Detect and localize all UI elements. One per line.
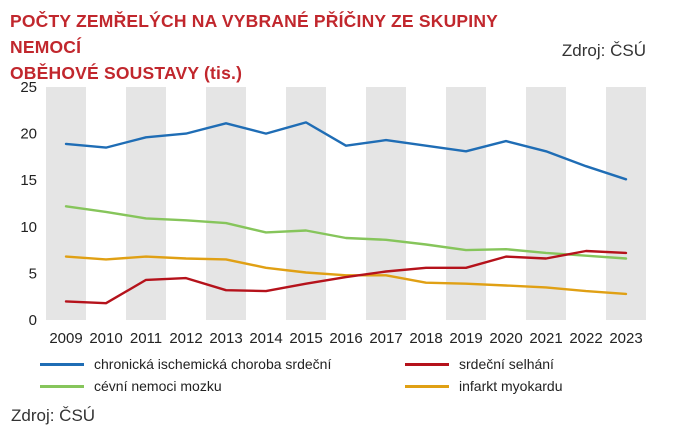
series-line-1 — [64, 249, 628, 305]
y-tick-0: 0 — [29, 312, 37, 329]
y-tick-5: 5 — [29, 265, 37, 282]
chart-title-line-2: OBĚHOVÉ SOUSTAVY (tis.) — [10, 63, 243, 83]
x-tick-2013: 2013 — [209, 330, 242, 347]
legend-item-myocardial-infarction: infarkt myokardu — [405, 376, 562, 396]
band-2017 — [366, 87, 406, 320]
legend-label-ischemic: chronická ischemická choroba srdeční — [94, 356, 332, 372]
series-line-2 — [64, 205, 628, 260]
x-tick-2023: 2023 — [609, 330, 642, 347]
x-tick-2015: 2015 — [289, 330, 322, 347]
background-bands — [46, 87, 646, 320]
series-line-0 — [64, 121, 628, 181]
legend-item-heart-failure: srdeční selhání — [405, 354, 554, 374]
x-tick-2011: 2011 — [130, 330, 162, 347]
legend-swatch-myocardial-infarction — [405, 384, 449, 388]
band-2023 — [606, 87, 646, 320]
chart-title-line-1: POČTY ZEMŘELÝCH NA VYBRANÉ PŘÍČINY ZE SK… — [10, 11, 498, 57]
x-tick-2020: 2020 — [489, 330, 522, 347]
x-tick-2019: 2019 — [449, 330, 482, 347]
band-2021 — [526, 87, 566, 320]
legend-label-myocardial-infarction: infarkt myokardu — [459, 378, 563, 394]
chart-title: POČTY ZEMŘELÝCH NA VYBRANÉ PŘÍČINY ZE SK… — [10, 8, 530, 86]
y-tick-10: 10 — [20, 219, 37, 236]
y-tick-25: 25 — [20, 79, 37, 96]
band-2019 — [446, 87, 486, 320]
band-2011 — [126, 87, 166, 320]
x-axis-ticks: 2009 2010 2011 2012 2013 2014 2015 2016 2017 2018… — [49, 330, 642, 347]
legend-label-heart-failure: srdeční selhání — [459, 356, 554, 372]
x-tick-2021: 2021 — [529, 330, 562, 347]
x-tick-2016: 2016 — [329, 330, 362, 347]
legend-swatch-cerebrovascular — [40, 384, 84, 388]
legend-label-cerebrovascular: cévní nemoci mozku — [94, 378, 222, 394]
legend-item-cerebrovascular: cévní nemoci mozku — [40, 376, 222, 396]
series-lines — [64, 121, 628, 305]
source-label-bottom: Zdroj: ČSÚ — [11, 406, 96, 425]
x-tick-2017: 2017 — [369, 330, 402, 347]
x-tick-2009: 2009 — [49, 330, 82, 347]
series-line-3 — [64, 255, 628, 296]
x-tick-2012: 2012 — [169, 330, 202, 347]
y-axis-ticks: 0 5 10 15 20 25 — [20, 79, 37, 329]
legend: chronická ischemická choroba srdeční srd… — [40, 354, 640, 398]
y-tick-15: 15 — [20, 172, 37, 189]
source-label-top: Zdroj: ČSÚ — [561, 41, 646, 60]
legend-item-ischemic: chronická ischemická choroba srdeční — [40, 354, 331, 374]
y-tick-20: 20 — [20, 126, 37, 143]
x-tick-2018: 2018 — [409, 330, 442, 347]
legend-swatch-heart-failure — [405, 362, 449, 366]
x-tick-2014: 2014 — [249, 330, 282, 347]
x-tick-2022: 2022 — [569, 330, 602, 347]
x-tick-2010: 2010 — [89, 330, 122, 347]
legend-swatch-ischemic — [40, 362, 84, 366]
band-2009 — [46, 87, 86, 320]
